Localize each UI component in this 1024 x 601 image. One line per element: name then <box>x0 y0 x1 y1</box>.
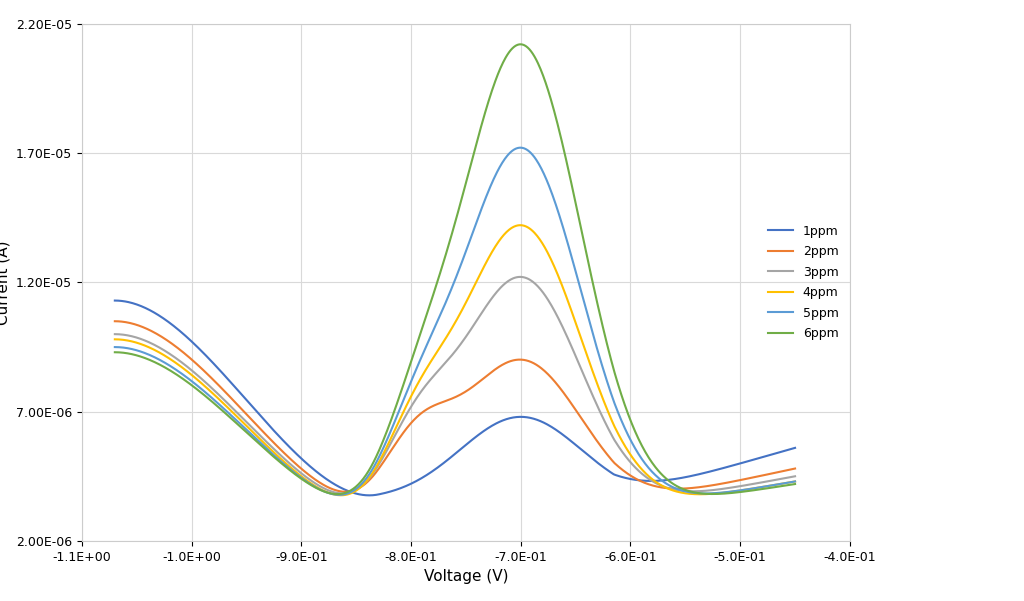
Line: 6ppm: 6ppm <box>115 44 795 494</box>
1ppm <box>364 492 376 499</box>
5ppm <box>788 478 801 485</box>
1ppm <box>543 422 555 429</box>
5ppm <box>505 148 517 156</box>
2ppm <box>151 330 163 337</box>
6ppm <box>544 93 556 100</box>
6ppm <box>151 359 163 367</box>
Line: 3ppm: 3ppm <box>115 277 795 493</box>
6ppm <box>514 41 526 48</box>
3ppm <box>505 276 517 283</box>
6ppm <box>505 46 517 53</box>
4ppm <box>514 222 526 229</box>
4ppm <box>505 225 517 232</box>
5ppm <box>627 440 639 447</box>
5ppm <box>514 144 526 151</box>
X-axis label: Voltage (V): Voltage (V) <box>424 569 508 584</box>
Line: 4ppm: 4ppm <box>115 225 795 495</box>
4ppm <box>335 492 347 499</box>
2ppm <box>339 488 351 495</box>
5ppm <box>523 148 536 155</box>
Line: 1ppm: 1ppm <box>115 300 795 495</box>
4ppm <box>109 336 121 343</box>
2ppm <box>695 483 708 490</box>
6ppm <box>627 421 639 429</box>
3ppm <box>523 276 536 283</box>
1ppm <box>626 475 638 483</box>
2ppm <box>522 358 535 365</box>
4ppm <box>788 478 801 485</box>
4ppm <box>696 490 709 498</box>
1ppm <box>788 444 801 451</box>
1ppm <box>695 470 708 477</box>
2ppm <box>626 472 638 480</box>
3ppm <box>696 487 709 495</box>
3ppm <box>544 299 556 307</box>
Line: 2ppm: 2ppm <box>115 321 795 492</box>
6ppm <box>109 349 121 356</box>
3ppm <box>109 331 121 338</box>
3ppm <box>514 273 526 281</box>
Y-axis label: Current (A): Current (A) <box>0 240 10 325</box>
6ppm <box>696 490 709 497</box>
5ppm <box>151 355 163 362</box>
1ppm <box>505 415 517 422</box>
3ppm <box>788 472 801 480</box>
6ppm <box>788 480 801 487</box>
5ppm <box>109 343 121 350</box>
5ppm <box>333 491 345 498</box>
Line: 5ppm: 5ppm <box>115 148 795 495</box>
3ppm <box>151 343 163 350</box>
5ppm <box>696 490 709 497</box>
4ppm <box>627 454 639 461</box>
2ppm <box>505 358 517 365</box>
1ppm <box>522 414 535 421</box>
1ppm <box>151 310 163 317</box>
6ppm <box>331 490 343 498</box>
6ppm <box>523 46 536 53</box>
2ppm <box>788 465 801 472</box>
1ppm <box>109 297 121 304</box>
Legend: 1ppm, 2ppm, 3ppm, 4ppm, 5ppm, 6ppm: 1ppm, 2ppm, 3ppm, 4ppm, 5ppm, 6ppm <box>763 220 844 345</box>
4ppm <box>151 347 163 355</box>
5ppm <box>544 185 556 192</box>
2ppm <box>543 371 555 379</box>
3ppm <box>336 490 348 497</box>
3ppm <box>627 461 639 468</box>
4ppm <box>523 225 536 232</box>
2ppm <box>109 317 121 325</box>
4ppm <box>544 254 556 261</box>
